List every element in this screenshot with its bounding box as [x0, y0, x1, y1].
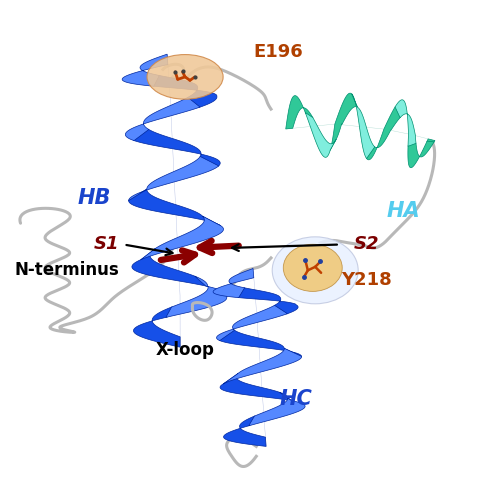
Polygon shape: [238, 288, 298, 314]
Ellipse shape: [147, 55, 223, 99]
Text: S1: S1: [94, 235, 119, 253]
Polygon shape: [128, 156, 218, 200]
Ellipse shape: [272, 237, 358, 304]
Polygon shape: [249, 392, 305, 426]
Polygon shape: [132, 248, 207, 286]
Text: X-loop: X-loop: [155, 341, 215, 359]
Text: Y218: Y218: [341, 271, 392, 289]
Text: HA: HA: [387, 201, 421, 221]
Text: E196: E196: [253, 43, 303, 61]
Polygon shape: [133, 307, 180, 347]
Polygon shape: [216, 306, 287, 341]
Text: S2: S2: [354, 235, 379, 253]
Polygon shape: [286, 96, 313, 129]
Text: N-terminus: N-terminus: [15, 261, 120, 279]
Polygon shape: [408, 141, 434, 168]
Polygon shape: [220, 373, 292, 401]
Polygon shape: [427, 139, 435, 142]
Polygon shape: [352, 94, 375, 159]
Polygon shape: [128, 189, 221, 226]
Polygon shape: [395, 100, 416, 146]
Polygon shape: [153, 75, 217, 108]
Polygon shape: [133, 129, 220, 166]
Polygon shape: [219, 330, 302, 357]
Text: HB: HB: [78, 188, 111, 208]
Polygon shape: [213, 268, 254, 298]
Polygon shape: [141, 216, 223, 260]
Polygon shape: [367, 107, 400, 160]
Polygon shape: [122, 54, 168, 86]
Polygon shape: [330, 93, 358, 150]
Polygon shape: [223, 416, 266, 446]
Text: HC: HC: [279, 389, 312, 409]
Polygon shape: [305, 113, 336, 157]
Ellipse shape: [283, 244, 342, 292]
Polygon shape: [125, 97, 200, 140]
Polygon shape: [223, 348, 302, 384]
Polygon shape: [166, 276, 227, 317]
